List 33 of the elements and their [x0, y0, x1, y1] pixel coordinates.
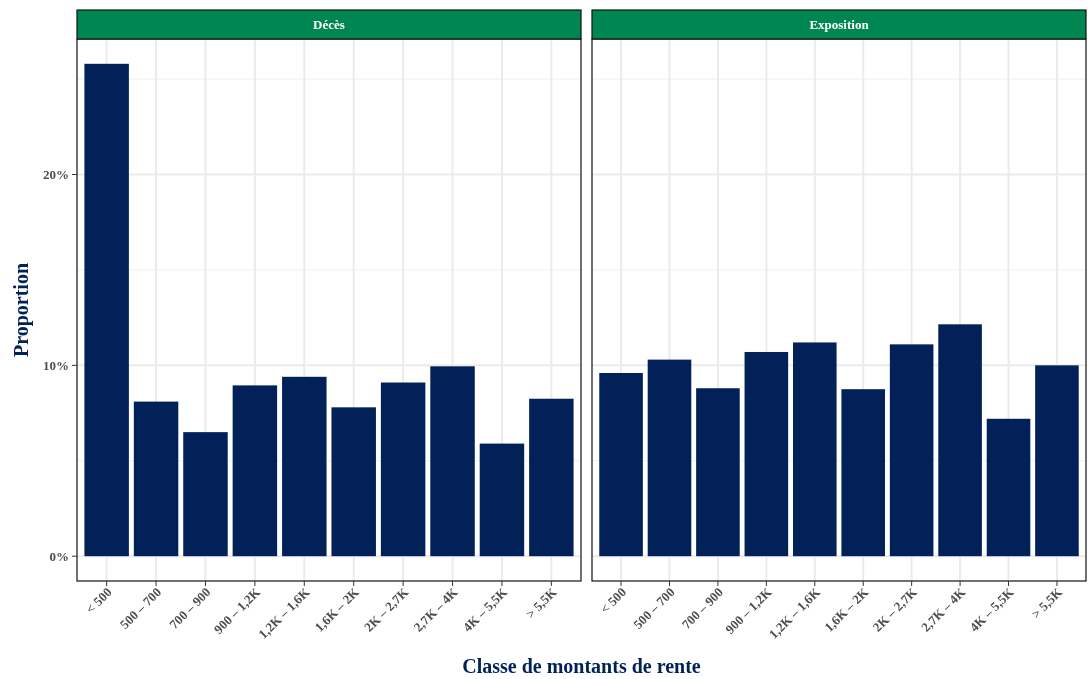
- x-tick-label: < 500: [82, 584, 115, 617]
- bar: [744, 351, 789, 557]
- bar: [1035, 365, 1079, 557]
- y-tick-label: 10%: [43, 357, 69, 373]
- y-tick-label: 20%: [43, 167, 69, 182]
- y-tick-label: 0%: [49, 548, 69, 564]
- chart-title: Exposition: [809, 17, 870, 32]
- bar: [938, 324, 982, 557]
- bar: [133, 401, 179, 557]
- bar: [479, 443, 525, 557]
- bar: [380, 382, 426, 557]
- x-axis-title: Classe de montants de rente: [462, 655, 701, 677]
- bar: [599, 372, 643, 557]
- bar: [183, 432, 228, 557]
- bar: [792, 342, 837, 557]
- bar: [696, 388, 740, 557]
- bar: [841, 389, 886, 557]
- bar: [986, 418, 1031, 557]
- x-tick-label: 500 – 700: [630, 584, 678, 632]
- x-tick-label: 700 – 900: [166, 584, 214, 632]
- x-tick-label: 500 – 700: [116, 584, 165, 632]
- bar: [889, 344, 934, 557]
- bar: [282, 376, 327, 557]
- y-axis-title: Proportion: [10, 262, 33, 358]
- bar: [529, 398, 574, 557]
- bar: [331, 407, 376, 557]
- bar: [232, 385, 278, 557]
- bar: [430, 366, 475, 557]
- x-tick-label: < 500: [597, 584, 630, 617]
- chart-title: Décès: [313, 17, 345, 32]
- bar: [84, 63, 129, 557]
- bar: [647, 359, 692, 557]
- x-tick-label: 700 – 900: [678, 584, 727, 632]
